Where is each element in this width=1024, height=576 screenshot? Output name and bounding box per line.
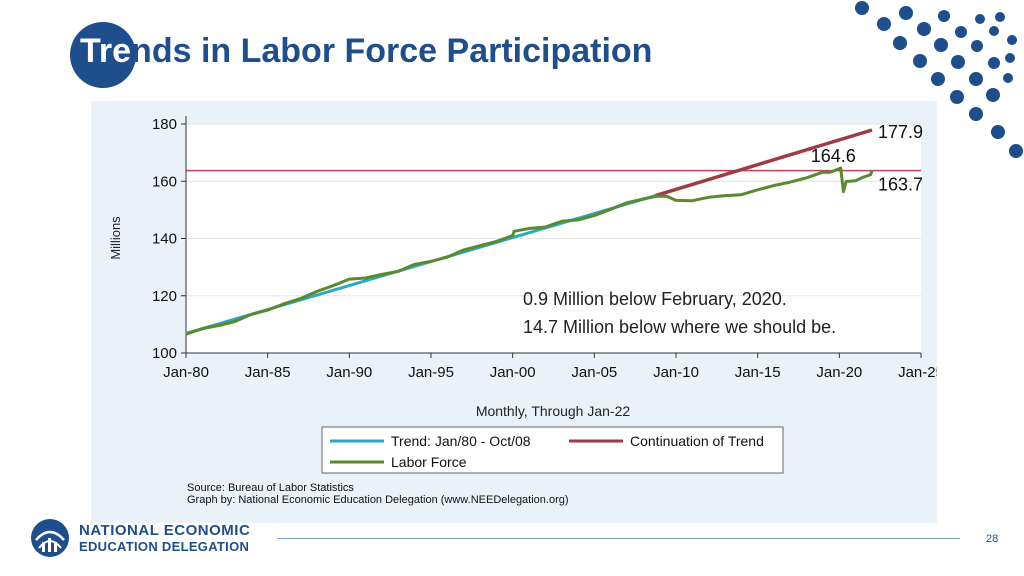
x-axis-label: Monthly, Through Jan-22	[476, 403, 631, 419]
legend-label-labor-force: Labor Force	[391, 454, 467, 470]
x-tick-label: Jan-05	[571, 364, 617, 381]
y-tick-label: 160	[152, 173, 177, 190]
x-tick-label: Jan-80	[163, 364, 209, 381]
y-tick-label: 140	[152, 231, 177, 248]
title-accent-circle	[70, 22, 136, 88]
legend: Trend: Jan/80 - Oct/08 Continuation of T…	[321, 426, 784, 474]
x-tick-label: Jan-95	[408, 364, 454, 381]
y-tick-label: 100	[152, 345, 177, 362]
decor-dot	[989, 26, 999, 36]
x-tick-label: Jan-90	[326, 364, 372, 381]
annotation-line-1: 0.9 Million below February, 2020.	[523, 289, 787, 309]
decor-dot	[995, 12, 1005, 22]
decor-dot	[971, 40, 983, 52]
x-tick-label: Jan-00	[490, 364, 536, 381]
decor-dot	[951, 55, 965, 69]
y-tick-label: 180	[152, 116, 177, 133]
decor-dot	[986, 88, 1000, 102]
decor-dot	[877, 17, 891, 31]
annotation-line-2: 14.7 Million below where we should be.	[523, 317, 836, 337]
decor-dot	[934, 38, 948, 52]
decor-dot	[955, 26, 967, 38]
decor-dot	[855, 1, 869, 15]
decor-dot	[931, 72, 945, 86]
source-line-1: Source: Bureau of Labor Statistics	[187, 482, 354, 494]
series-labor-force-line	[185, 166, 874, 336]
slide-title: Trends in Labor Force Participation	[80, 32, 652, 71]
x-tick-label: Jan-20	[816, 364, 862, 381]
footer-org-line1: NATIONAL ECONOMIC	[79, 522, 251, 539]
y-axis-label: Millions	[108, 216, 123, 260]
axes-layer: 100 120 140 160 180 Jan-80 Jan-85 Jan-90 Jan-95 J…	[152, 116, 944, 381]
labor-force-chart: 100 120 140 160 180 Jan-80 Jan-85 Jan-90 Jan-95 J…	[108, 116, 944, 506]
x-tick-label: Jan-85	[245, 364, 291, 381]
x-tick-label: Jan-25	[898, 364, 937, 381]
grid-layer	[186, 123, 921, 354]
decor-dot	[893, 36, 907, 50]
y-tick-label: 120	[152, 288, 177, 305]
series-layer	[185, 128, 874, 336]
x-tick-label: Jan-15	[735, 364, 781, 381]
legend-label-continuation: Continuation of Trend	[630, 433, 764, 449]
source-line-2: Graph by: National Economic Education De…	[187, 494, 569, 506]
chart-panel: 100 120 140 160 180 Jan-80 Jan-85 Jan-90 Jan-95 J…	[91, 101, 944, 523]
title-prefix: Tre	[80, 32, 132, 70]
page-number: 28	[986, 533, 999, 545]
decor-dot	[1003, 73, 1013, 83]
data-label: 177.9	[878, 122, 923, 142]
x-tick-label: Jan-10	[653, 364, 699, 381]
decor-dot	[988, 57, 1000, 69]
legend-label-trend: Trend: Jan/80 - Oct/08	[391, 433, 531, 449]
legend-box	[321, 426, 784, 474]
footer-divider	[278, 538, 960, 539]
decor-dot	[938, 10, 950, 22]
footer-org-line2: EDUCATION DELEGATION	[79, 539, 250, 554]
decor-dot	[1007, 35, 1017, 45]
data-label: 163.7	[878, 175, 923, 195]
series-continuation-line	[655, 128, 873, 198]
decor-dot	[1005, 53, 1015, 63]
decor-dot	[899, 6, 913, 20]
decor-dot	[975, 14, 985, 24]
decor-dot	[969, 107, 983, 121]
data-label: 164.6	[811, 146, 856, 166]
data-labels-layer: 177.9 164.6 163.7	[811, 122, 923, 195]
need-logo-icon	[31, 519, 69, 557]
decor-dot	[917, 22, 931, 36]
decor-dot	[991, 125, 1005, 139]
decor-dot	[950, 90, 964, 104]
decor-dot	[913, 54, 927, 68]
decor-dot	[1009, 144, 1023, 158]
title-rest: nds in Labor Force Participation	[131, 32, 653, 70]
decor-dot	[969, 72, 983, 86]
